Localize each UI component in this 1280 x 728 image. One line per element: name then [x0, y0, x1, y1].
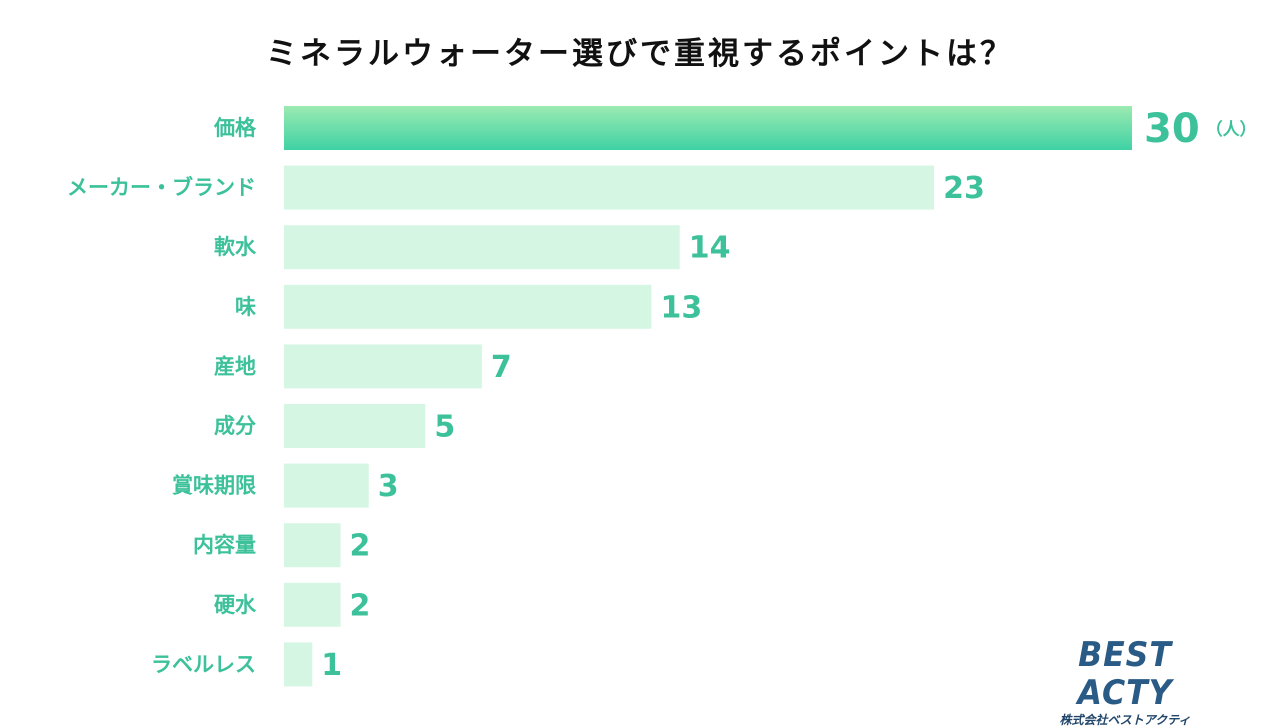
unit-label: （人）	[1206, 119, 1257, 140]
company-logo: BEST ACTY 株式会社ベストアクティ	[1030, 636, 1220, 728]
bar-8	[284, 582, 341, 627]
value-label: 2	[350, 529, 371, 564]
category-label: メーカー・ブランド	[67, 176, 256, 200]
category-label: 賞味期限	[172, 474, 256, 498]
bar-9	[284, 642, 313, 687]
bar-7	[284, 523, 341, 568]
bar-4	[284, 344, 482, 389]
category-label: 成分	[214, 414, 256, 438]
value-label: 3	[378, 469, 399, 504]
bar-2	[284, 225, 680, 270]
logo-company-name: 株式会社ベストアクティ	[1059, 713, 1191, 727]
chart-title: ミネラルウォーター選びで重視するポイントは？	[266, 36, 1014, 72]
logo-wordmark: BEST ACTY	[1077, 635, 1173, 713]
category-label: 軟水	[214, 235, 257, 259]
value-label: 7	[491, 350, 512, 385]
value-label: 14	[689, 231, 731, 266]
value-label: 2	[350, 588, 371, 623]
category-label: 味	[235, 295, 256, 319]
bar-3	[284, 284, 652, 329]
category-label: ラベルレス	[151, 652, 256, 676]
value-label: 1	[321, 648, 342, 683]
bar-0	[284, 106, 1132, 150]
value-label: 5	[434, 410, 455, 445]
bar-6	[284, 463, 369, 508]
bar-1	[284, 165, 935, 210]
bar-5	[284, 404, 426, 448]
value-label: 30	[1144, 106, 1200, 152]
category-label: 内容量	[193, 533, 256, 557]
value-label: 23	[943, 171, 985, 206]
category-label: 価格	[213, 116, 257, 140]
value-label: 13	[660, 290, 702, 325]
category-label: 産地	[214, 354, 256, 378]
category-label: 硬水	[214, 593, 257, 617]
